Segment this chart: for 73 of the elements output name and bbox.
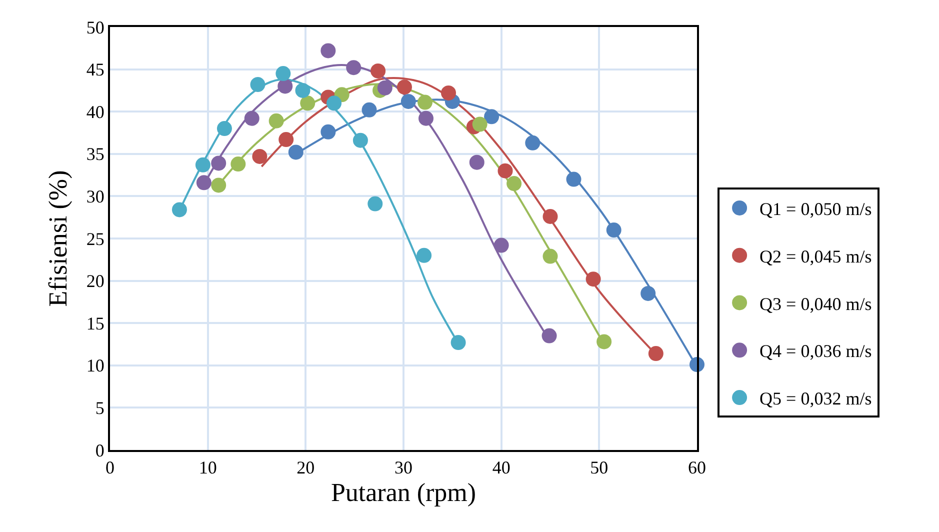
- y-tick-label: 15: [86, 313, 104, 334]
- point: [441, 85, 456, 100]
- point: [216, 121, 232, 136]
- point: [418, 110, 434, 126]
- legend-label: Q5 = 0,032 m/s: [760, 388, 872, 409]
- point: [586, 272, 601, 287]
- point: [566, 172, 582, 187]
- x-tick-label: 30: [394, 458, 412, 478]
- point: [450, 335, 466, 350]
- point: [244, 110, 260, 126]
- point: [542, 248, 558, 264]
- point: [396, 80, 412, 95]
- y-axis-title: Efisiensi (%): [43, 170, 72, 307]
- y-tick-label: 45: [86, 60, 104, 80]
- point: [498, 163, 513, 178]
- point: [370, 63, 386, 78]
- point: [640, 286, 656, 301]
- y-tick-label: 0: [95, 440, 104, 460]
- point: [278, 132, 294, 148]
- point: [230, 156, 246, 172]
- point: [542, 209, 558, 224]
- point: [506, 176, 522, 192]
- point: [368, 196, 383, 212]
- point: [196, 175, 212, 190]
- point: [484, 109, 500, 124]
- point: [418, 94, 433, 110]
- point: [326, 96, 342, 111]
- point: [542, 328, 557, 344]
- legend-label: Q2 = 0,045 m/s: [760, 246, 872, 266]
- point: [211, 178, 226, 193]
- point: [252, 148, 268, 164]
- point: [211, 156, 226, 171]
- legend-label: Q1 = 0,050 m/s: [760, 198, 872, 219]
- point: [352, 132, 368, 148]
- point: [295, 82, 310, 98]
- point: [494, 238, 509, 253]
- x-axis-title: Putaran (rpm): [330, 478, 476, 507]
- legend-label: Q4 = 0,036 m/s: [760, 341, 872, 362]
- point: [596, 334, 612, 350]
- point: [648, 346, 664, 362]
- y-tick-label: 30: [86, 186, 104, 206]
- point: [320, 124, 336, 140]
- y-tick-label: 5: [95, 398, 104, 418]
- y-tick-label: 20: [86, 271, 104, 292]
- x-tick-label: 10: [198, 458, 217, 478]
- x-tick-label: 40: [492, 458, 510, 478]
- point: [400, 94, 416, 109]
- y-tick-label: 25: [86, 228, 104, 249]
- point: [276, 66, 291, 82]
- point: [472, 116, 488, 132]
- legend-label: Q3 = 0,040 m/s: [760, 294, 872, 314]
- y-tick-label: 35: [86, 144, 104, 164]
- point: [525, 135, 540, 150]
- x-tick-label: 20: [296, 458, 315, 478]
- x-tick-label: 60: [688, 458, 706, 478]
- point: [172, 202, 187, 218]
- x-tick-label: 50: [590, 458, 608, 478]
- point: [300, 96, 316, 111]
- point: [288, 144, 304, 160]
- y-tick-label: 10: [86, 356, 104, 376]
- y-tick-label: 50: [86, 17, 104, 38]
- point: [250, 77, 266, 92]
- point: [416, 248, 432, 263]
- point: [346, 60, 362, 76]
- point: [268, 113, 284, 128]
- point: [377, 80, 392, 96]
- point: [278, 78, 293, 94]
- point: [606, 222, 622, 238]
- point: [362, 102, 377, 118]
- y-tick-label: 40: [86, 102, 104, 122]
- point: [195, 157, 210, 172]
- point: [320, 43, 336, 58]
- point: [469, 154, 484, 170]
